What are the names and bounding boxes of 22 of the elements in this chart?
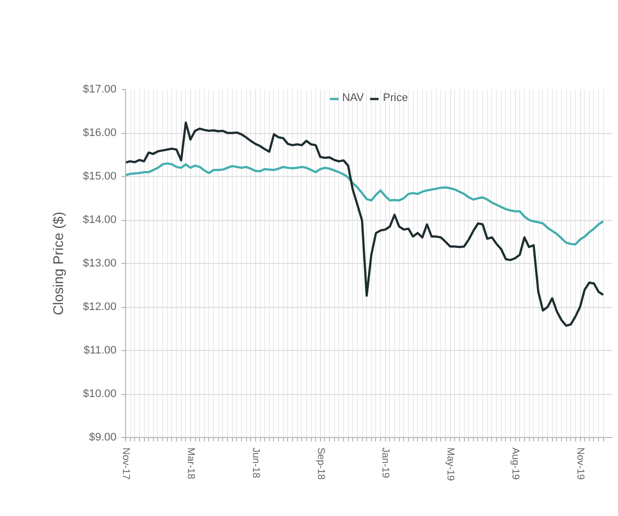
- line-series: [126, 162, 604, 246]
- y-tick-label: $13.00: [82, 258, 117, 270]
- y-tick-label: $9.00: [88, 432, 117, 444]
- y-tick-label: $12.00: [82, 301, 117, 313]
- line-series: [126, 121, 604, 327]
- x-tick-label: Aug-19: [510, 448, 521, 480]
- x-tick-label: Mar-18: [184, 448, 196, 480]
- y-tick-label: $14.00: [82, 214, 117, 226]
- legend-label: NAV: [342, 92, 364, 104]
- y-tick-label: $10.00: [82, 388, 117, 400]
- y-tick-label: $11.00: [84, 344, 116, 356]
- x-tick-label: Sep-18: [314, 448, 326, 480]
- x-tick-label: May-19: [444, 448, 456, 482]
- legend-label: Price: [382, 92, 408, 104]
- x-tick-label: Jan-19: [380, 448, 391, 479]
- x-tick-label: Nov-17: [120, 448, 131, 480]
- y-tick-label: $16.00: [82, 127, 117, 139]
- x-tick-label: Nov-19: [574, 448, 586, 480]
- y-tick-label: $15.00: [82, 170, 117, 182]
- y-tick-label: $17.00: [82, 84, 117, 96]
- x-tick-label: Jun-18: [250, 448, 261, 479]
- y-axis-title: Closing Price ($): [50, 212, 66, 316]
